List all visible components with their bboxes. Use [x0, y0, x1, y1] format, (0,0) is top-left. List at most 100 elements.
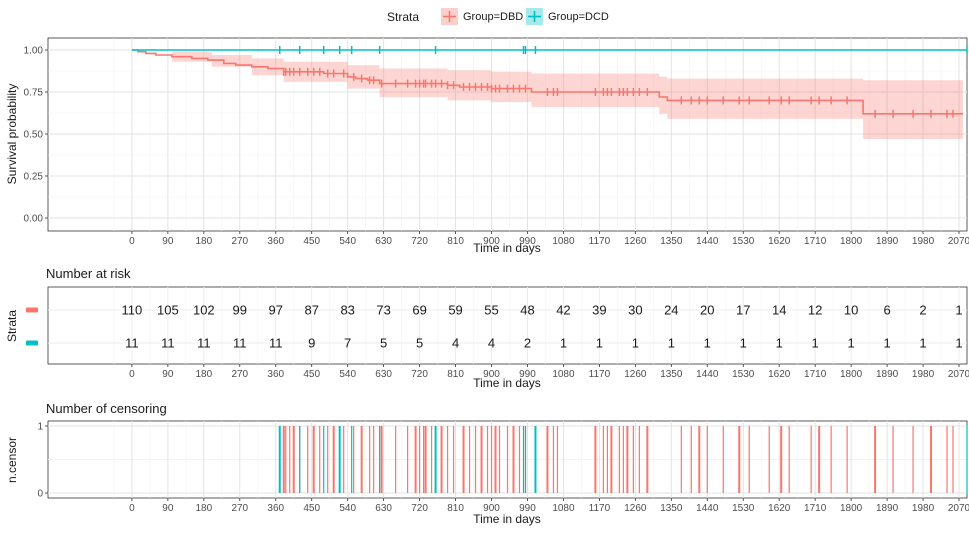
x-tick-label: 1890 — [876, 236, 899, 247]
risk-table-background — [47, 286, 968, 365]
risk-cell: 11 — [197, 336, 211, 351]
y-tick-label: 0.00 — [24, 214, 44, 225]
x-tick-label: 1080 — [552, 369, 575, 380]
x-tick-label: 2070 — [948, 369, 969, 380]
risk-cell: 11 — [233, 336, 247, 351]
x-tick-label: 540 — [339, 236, 356, 247]
censoring-x-ticks: 0 90 180 270 360 450 540 630 720 810 900 990 1080 117… — [129, 498, 969, 514]
risk-cell: 99 — [233, 303, 247, 318]
x-tick-label: 2070 — [948, 503, 969, 514]
x-tick-label: 90 — [162, 236, 174, 247]
x-tick-label: 1620 — [768, 369, 791, 380]
risk-cell: 1 — [668, 336, 675, 351]
risk-cell: 11 — [161, 336, 175, 351]
risk-table-title: Number at risk — [46, 266, 131, 281]
x-tick-label: 810 — [447, 503, 464, 514]
x-tick-label: 1260 — [624, 503, 647, 514]
x-tick-label: 540 — [339, 503, 356, 514]
risk-cell: 1 — [955, 336, 962, 351]
risk-cell: 4 — [452, 336, 459, 351]
x-tick-label: 360 — [267, 369, 284, 380]
risk-cell: 5 — [416, 336, 423, 351]
risk-cell: 2 — [919, 303, 926, 318]
strata-key-dcd — [26, 340, 38, 346]
risk-cell: 87 — [304, 303, 318, 318]
x-tick-label: 1800 — [840, 503, 863, 514]
censoring-y-ticks: 01 — [37, 422, 48, 500]
risk-cell: 5 — [380, 336, 387, 351]
x-tick-label: 1710 — [804, 236, 827, 247]
x-tick-label: 990 — [519, 369, 536, 380]
risk-cell: 14 — [772, 303, 786, 318]
x-tick-label: 1260 — [624, 369, 647, 380]
x-tick-label: 1620 — [768, 236, 791, 247]
risk-cell: 1 — [812, 336, 819, 351]
x-tick-label: 630 — [375, 503, 392, 514]
risk-cell: 10 — [844, 303, 858, 318]
risk-cell: 6 — [883, 303, 890, 318]
censoring-x-axis-title: Time in days — [473, 512, 541, 526]
risk-cell: 102 — [193, 303, 215, 318]
x-tick-label: 630 — [375, 369, 392, 380]
risk-cell: 1 — [596, 336, 603, 351]
x-tick-label: 180 — [195, 369, 212, 380]
risk-cell: 2 — [524, 336, 531, 351]
risk-cell: 7 — [344, 336, 351, 351]
risk-cell: 42 — [556, 303, 570, 318]
risk-cell: 30 — [628, 303, 642, 318]
x-tick-label: 630 — [375, 236, 392, 247]
legend: Strata Group=DBD Group=DCD — [387, 8, 609, 25]
survival-gridlines — [48, 38, 967, 231]
x-tick-label: 1530 — [732, 503, 755, 514]
x-tick-label: 1800 — [840, 369, 863, 380]
risk-table-gridlines — [48, 287, 967, 364]
x-tick-label: 1710 — [804, 369, 827, 380]
censor-marks — [278, 46, 968, 118]
risk-cell: 17 — [736, 303, 750, 318]
x-tick-label: 900 — [483, 236, 500, 247]
risk-cell: 55 — [484, 303, 498, 318]
x-tick-label: 180 — [195, 236, 212, 247]
risk-table-panel: Number at risk 110 105 102 99 97 87 83 73 69 59 55… — [5, 266, 969, 390]
legend-label-dbd: Group=DBD — [463, 11, 523, 23]
risk-table-strata-keys — [26, 307, 38, 346]
risk-cell: 97 — [269, 303, 283, 318]
x-tick-label: 900 — [483, 369, 500, 380]
censoring-y-axis-title: n.censor — [5, 437, 19, 483]
risk-cell: 105 — [157, 303, 179, 318]
censoring-events — [278, 426, 968, 493]
survival-x-axis-title: Time in days — [473, 241, 541, 255]
risk-cell: 12 — [808, 303, 822, 318]
risk-table-values: 110 105 102 99 97 87 83 73 69 59 55 48 42 39 30 24 20 17 1… — [122, 303, 963, 351]
risk-cell: 1 — [919, 336, 926, 351]
x-tick-label: 1890 — [876, 369, 899, 380]
risk-cell: 1 — [740, 336, 747, 351]
x-tick-label: 1800 — [840, 236, 863, 247]
legend-label-dcd: Group=DCD — [548, 11, 609, 23]
x-tick-label: 90 — [162, 369, 174, 380]
x-tick-label: 1080 — [552, 236, 575, 247]
x-tick-label: 1080 — [552, 503, 575, 514]
risk-cell: 39 — [592, 303, 606, 318]
x-tick-label: 1350 — [660, 369, 683, 380]
risk-cell: 83 — [340, 303, 354, 318]
risk-cell: 48 — [520, 303, 534, 318]
x-tick-label: 720 — [411, 369, 428, 380]
strata-key-dbd — [26, 307, 38, 313]
risk-cell: 1 — [848, 336, 855, 351]
x-tick-label: 1980 — [912, 503, 935, 514]
x-tick-label: 990 — [519, 236, 536, 247]
x-tick-label: 1980 — [912, 236, 935, 247]
survival-y-ticks: 0.00 0.25 0.50 0.75 1.00 — [24, 46, 48, 225]
risk-cell: 1 — [955, 303, 962, 318]
x-tick-label: 1260 — [624, 236, 647, 247]
survival-curve-dbd — [131, 49, 963, 115]
risk-cell: 1 — [560, 336, 567, 351]
x-tick-label: 540 — [339, 369, 356, 380]
risk-table-x-axis-title: Time in days — [473, 376, 541, 390]
risk-cell: 9 — [308, 336, 315, 351]
risk-cell: 4 — [488, 336, 495, 351]
x-tick-label: 270 — [231, 369, 248, 380]
x-tick-label: 180 — [195, 503, 212, 514]
x-tick-label: 1350 — [660, 503, 683, 514]
